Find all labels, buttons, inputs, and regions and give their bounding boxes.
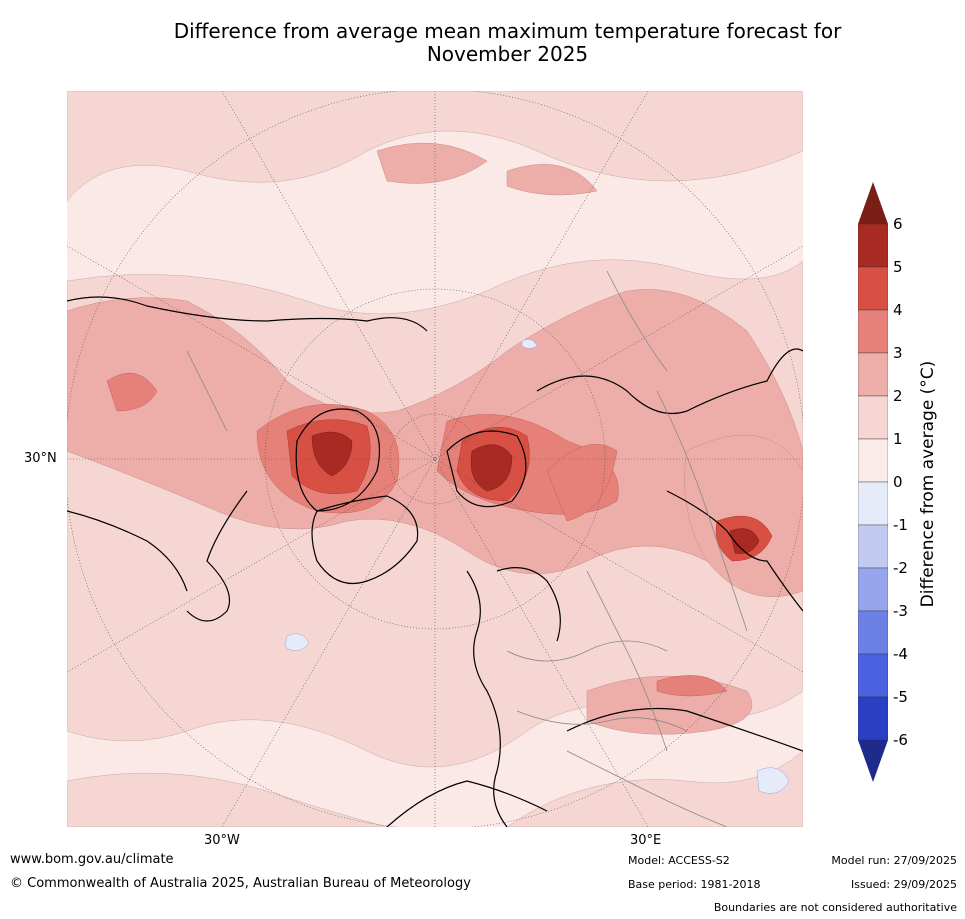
colorbar-swatch-b4_5: [857, 266, 889, 311]
lat-label-30n: 30°N: [24, 451, 57, 466]
footer-issued: Issued: 29/09/2025: [850, 878, 957, 891]
colorbar-extend-under: [858, 740, 888, 782]
colorbar-swatch-b5_6: [857, 223, 889, 268]
country-borders: [186, 270, 748, 827]
footer-model-run: Model run: 27/09/2025: [831, 854, 957, 867]
colorbar-tick-label: -5: [893, 688, 908, 706]
chart-title: Difference from average mean maximum tem…: [60, 20, 955, 66]
footer-copyright: © Commonwealth of Australia 2025, Austra…: [10, 876, 471, 891]
colorbar-tick-label: 6: [893, 215, 903, 233]
lon-label-30w: 30°W: [204, 833, 240, 848]
colorbar-tick-label: -3: [893, 602, 908, 620]
colorbar-extend-over: [858, 182, 888, 224]
colorbar-tick-label: 1: [893, 430, 903, 448]
colorbar-swatch-bm5_m4: [857, 653, 889, 698]
colorbar-tick-label: -1: [893, 516, 908, 534]
colorbar-svg: [857, 182, 889, 782]
colorbar-swatch-bm3_m2: [857, 567, 889, 612]
colorbar-swatch-b1_2: [857, 395, 889, 440]
footer-disclaimer: Boundaries are not considered authoritat…: [713, 901, 957, 914]
anomaly-layer-cool: [284, 339, 790, 794]
footer-model: Model: ACCESS-S2: [628, 854, 730, 867]
colorbar-tick-label: -2: [893, 559, 908, 577]
colorbar-swatch-b2_3: [857, 352, 889, 397]
colorbar-swatch-b3_4: [857, 309, 889, 354]
colorbar-label-text: Difference from average (°C): [918, 360, 938, 608]
colorbar-swatch-bm1_0: [857, 481, 889, 526]
polar-map[interactable]: [67, 91, 803, 827]
title-line-1: Difference from average mean maximum tem…: [173, 19, 842, 43]
footer-website[interactable]: www.bom.gov.au/climate: [10, 852, 174, 867]
colorbar-swatch-bm6_m5: [857, 696, 889, 741]
coastlines: [67, 296, 803, 827]
colorbar-tick-label: 2: [893, 387, 903, 405]
footer-base-period: Base period: 1981-2018: [628, 878, 761, 891]
lon-label-30e: 30°E: [630, 833, 662, 848]
colorbar-swatch-b0_1: [857, 438, 889, 483]
graticule: [67, 91, 803, 827]
colorbar-swatch-bm2_m1: [857, 524, 889, 569]
colorbar: [857, 182, 889, 782]
colorbar-tick-label: 0: [893, 473, 903, 491]
colorbar-tick-label: 3: [893, 344, 903, 362]
colorbar-swatch-bm4_m3: [857, 610, 889, 655]
title-line-2: November 2025: [426, 42, 589, 66]
colorbar-tick-label: 4: [893, 301, 903, 319]
colorbar-tick-label: -4: [893, 645, 908, 663]
map-svg: [67, 91, 803, 827]
colorbar-tick-label: 5: [893, 258, 903, 276]
anomaly-layer-5-6: [311, 431, 760, 554]
colorbar-tick-label: -6: [893, 731, 908, 749]
